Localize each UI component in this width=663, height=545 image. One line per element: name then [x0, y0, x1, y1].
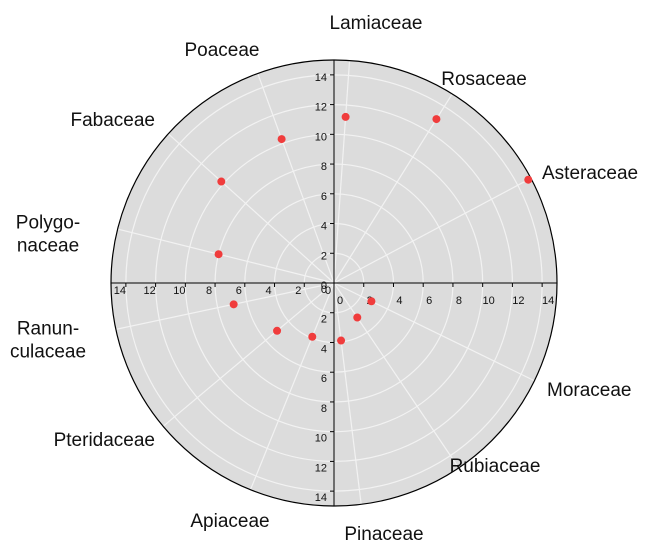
spoke: [117, 228, 335, 284]
r-tick-label: 8: [456, 295, 462, 307]
spoke: [333, 60, 351, 284]
r-tick-label: 2: [321, 250, 327, 262]
r-tick-label: 12: [143, 285, 155, 297]
point: [214, 250, 223, 259]
category-label: Polygo-naceae: [16, 213, 80, 257]
plot-border: [110, 59, 558, 507]
point: [217, 177, 226, 186]
r-tick-label: 14: [542, 295, 554, 307]
r-tick-label: 14: [315, 72, 327, 84]
point: [273, 326, 282, 335]
spoke: [333, 282, 362, 505]
spoke: [333, 177, 532, 284]
point: [432, 115, 441, 124]
r-tick-label: 14: [315, 492, 327, 504]
r-tick-label: 4: [321, 221, 327, 233]
point: [308, 332, 317, 341]
r-tick-label: 2: [321, 314, 327, 326]
point: [353, 313, 362, 322]
r-tick-label: 6: [321, 373, 327, 385]
r-tick-label: 12: [315, 462, 327, 474]
spoke: [257, 73, 335, 284]
point: [341, 112, 350, 121]
category-label: Ranun-culaceae: [10, 319, 86, 363]
point: [337, 336, 346, 345]
r-tick-label: 4: [321, 343, 327, 355]
r-tick-label: 8: [321, 403, 327, 415]
category-label: Rubiaceae: [450, 456, 541, 477]
category-label: Asteraceae: [542, 163, 638, 184]
r-tick-label: 10: [315, 433, 327, 445]
spoke: [249, 282, 335, 490]
spoke: [333, 282, 535, 382]
r-tick-label: 6: [236, 285, 242, 297]
r-tick-label: 14: [114, 285, 126, 297]
r-tick-label: 4: [265, 285, 271, 297]
category-label: Poaceae: [184, 40, 259, 61]
spoke: [115, 282, 335, 330]
point: [229, 300, 238, 309]
category-label: Pteridaceae: [54, 430, 155, 451]
spoke: [333, 93, 453, 284]
category-label: Lamiaceae: [330, 13, 423, 34]
r-tick-label: 10: [173, 285, 185, 297]
r-tick-label: 0: [325, 285, 331, 297]
r-tick-label: 10: [483, 295, 495, 307]
category-label: Pinaceae: [344, 524, 423, 545]
r-tick-label: 8: [321, 161, 327, 173]
spoke: [333, 282, 460, 469]
r-tick-label: 0: [321, 280, 327, 292]
point: [524, 175, 533, 184]
spoke: [162, 282, 335, 427]
r-tick-label: 12: [512, 295, 524, 307]
point: [277, 135, 286, 144]
category-label: Apiaceae: [190, 511, 269, 532]
point: [367, 297, 376, 306]
r-tick-label: 8: [206, 285, 212, 297]
r-tick-label: 6: [426, 295, 432, 307]
r-tick-label: 0: [321, 284, 327, 296]
category-label: Moraceae: [547, 380, 632, 401]
r-tick-label: 10: [315, 131, 327, 143]
r-tick-label: 4: [396, 295, 402, 307]
category-label: Fabaceae: [70, 110, 155, 131]
r-tick-label: 6: [321, 191, 327, 203]
r-tick-label: 12: [315, 102, 327, 114]
spoke: [167, 133, 335, 284]
r-tick-label: 2: [295, 285, 301, 297]
category-label: Rosaceae: [441, 69, 527, 90]
r-tick-label: 0: [337, 295, 343, 307]
